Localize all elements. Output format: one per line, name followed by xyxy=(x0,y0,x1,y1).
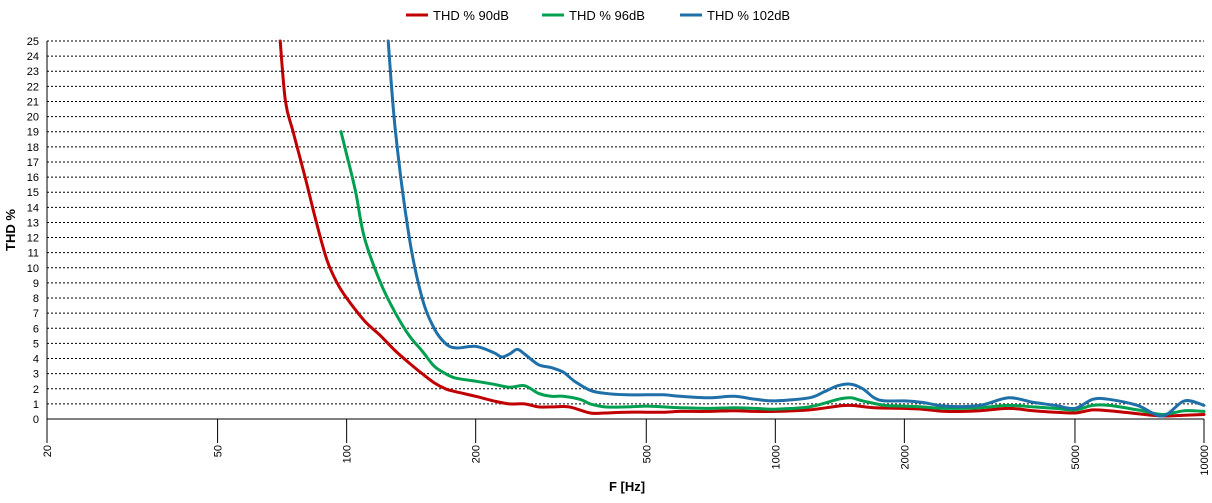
axis-layer: 0123456789101112131415161718192021222324… xyxy=(27,36,1211,476)
y-tick-label: 6 xyxy=(33,323,39,335)
series-line-2 xyxy=(339,130,1206,417)
legend: THD % 90dB THD % 96dB THD % 102dB xyxy=(406,8,790,23)
legend-label: THD % 90dB xyxy=(433,8,509,23)
y-tick-label: 12 xyxy=(27,233,39,245)
series-line-1 xyxy=(278,39,1206,418)
y-tick-label: 23 xyxy=(27,66,39,78)
y-tick-label: 25 xyxy=(27,36,39,48)
y-tick-label: 21 xyxy=(27,96,39,108)
y-tick-label: 17 xyxy=(27,157,39,169)
y-tick-label: 19 xyxy=(27,127,39,139)
y-tick-label: 11 xyxy=(28,248,39,260)
y-tick-label: 7 xyxy=(33,308,39,320)
legend-label: THD % 102dB xyxy=(707,8,790,23)
grid-layer xyxy=(47,40,1204,405)
y-tick-label: 4 xyxy=(33,354,39,366)
x-tick-label: 50 xyxy=(213,445,225,457)
legend-label: THD % 96dB xyxy=(569,8,645,23)
x-axis-title: F [Hz] xyxy=(609,479,645,494)
y-tick-label: 22 xyxy=(27,81,39,93)
y-tick-label: 16 xyxy=(27,172,39,184)
y-axis-title: THD % xyxy=(3,209,18,251)
y-tick-label: 5 xyxy=(33,338,39,350)
series-layer xyxy=(278,39,1206,418)
y-tick-label: 10 xyxy=(27,263,39,275)
series-line-3 xyxy=(386,39,1206,418)
y-tick-label: 18 xyxy=(27,142,39,154)
y-tick-label: 1 xyxy=(33,399,39,411)
y-tick-label: 9 xyxy=(33,278,39,290)
y-tick-label: 20 xyxy=(27,112,39,124)
x-tick-label: 500 xyxy=(641,445,653,463)
x-tick-label: 2000 xyxy=(899,445,911,469)
x-tick-label: 20 xyxy=(42,445,54,457)
x-tick-label: 1000 xyxy=(770,445,782,469)
y-tick-label: 14 xyxy=(27,202,39,214)
y-tick-label: 2 xyxy=(33,384,39,396)
x-tick-label: 100 xyxy=(342,445,354,463)
y-tick-label: 13 xyxy=(27,217,39,229)
x-tick-label: 5000 xyxy=(1070,445,1082,469)
y-tick-label: 0 xyxy=(33,414,39,426)
y-tick-label: 8 xyxy=(33,293,39,305)
y-tick-label: 24 xyxy=(27,51,39,63)
x-tick-label: 200 xyxy=(471,445,483,463)
y-tick-label: 3 xyxy=(33,369,39,381)
x-tick-label: 10000 xyxy=(1199,445,1211,476)
y-tick-label: 15 xyxy=(27,187,39,199)
